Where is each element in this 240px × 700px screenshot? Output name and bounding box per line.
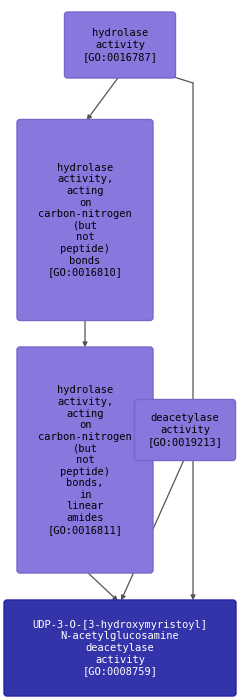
Text: hydrolase
activity,
acting
on
carbon-nitrogen
(but
not
peptide)
bonds
[GO:001681: hydrolase activity, acting on carbon-nit…	[38, 163, 132, 277]
Text: hydrolase
activity
[GO:0016787]: hydrolase activity [GO:0016787]	[83, 29, 157, 62]
FancyBboxPatch shape	[17, 347, 153, 573]
FancyBboxPatch shape	[134, 400, 235, 461]
Text: hydrolase
activity,
acting
on
carbon-nitrogen
(but
not
peptide)
bonds,
in
linear: hydrolase activity, acting on carbon-nit…	[38, 386, 132, 535]
FancyBboxPatch shape	[65, 12, 175, 78]
FancyBboxPatch shape	[17, 120, 153, 321]
Text: deacetylase
activity
[GO:0019213]: deacetylase activity [GO:0019213]	[148, 414, 222, 447]
Text: UDP-3-O-[3-hydroxymyristoyl]
N-acetylglucosamine
deacetylase
activity
[GO:000875: UDP-3-O-[3-hydroxymyristoyl] N-acetylglu…	[32, 620, 208, 676]
FancyBboxPatch shape	[4, 600, 236, 696]
